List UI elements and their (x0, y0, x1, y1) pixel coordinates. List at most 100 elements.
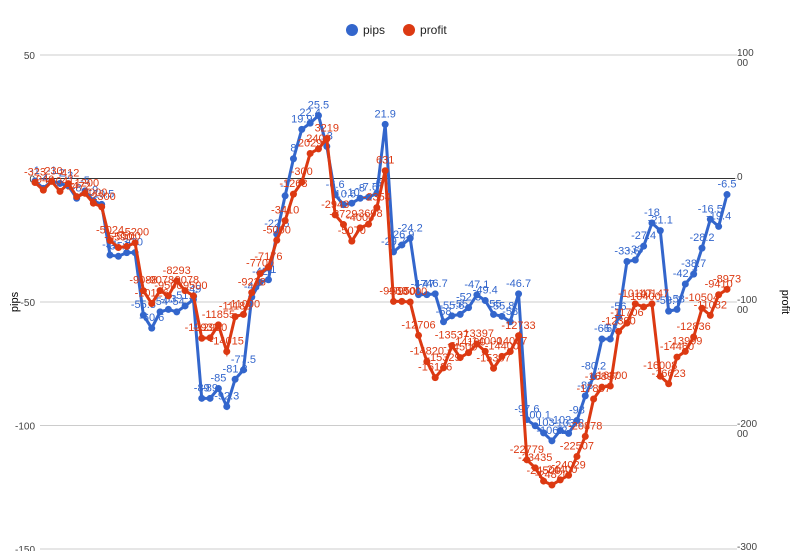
data-point (398, 297, 406, 305)
data-point (465, 349, 473, 357)
data-point (456, 310, 464, 318)
y2-tick-label: -20000 (737, 418, 758, 440)
data-label: -2000 (79, 187, 107, 199)
data-point (223, 402, 231, 410)
data-label: -5000 (263, 224, 291, 236)
data-point (139, 287, 147, 295)
data-point (415, 331, 423, 339)
data-point (123, 242, 131, 250)
data-point (506, 318, 514, 326)
legend-label: pips (363, 23, 385, 37)
y2-axis-label: profit (779, 290, 791, 314)
data-point (490, 310, 498, 318)
data-label: -58 (436, 306, 452, 318)
data-point (531, 422, 539, 430)
data-point (139, 311, 147, 319)
data-point (448, 342, 456, 350)
data-point (648, 219, 656, 227)
data-point (706, 215, 714, 223)
data-point (131, 239, 139, 247)
data-point (423, 358, 431, 366)
data-point (631, 256, 639, 264)
data-label: -14820 (410, 346, 444, 358)
data-point (406, 234, 414, 242)
data-point (640, 303, 648, 311)
data-label: -9088 (129, 275, 157, 287)
data-point (206, 334, 214, 342)
data-point (565, 471, 573, 479)
data-point (465, 304, 473, 312)
data-label: -98 (569, 405, 585, 417)
data-label: -80.2 (581, 361, 606, 373)
data-label: -60.6 (139, 312, 164, 324)
data-label: -2943 (321, 199, 349, 211)
data-point (415, 291, 423, 299)
data-point (356, 194, 364, 202)
data-label: -10.5 (89, 188, 114, 200)
data-label: -323 (24, 166, 46, 178)
data-point (615, 328, 623, 336)
data-point (73, 193, 81, 201)
data-point (723, 191, 731, 199)
data-label: -11182 (219, 301, 252, 313)
data-point (556, 476, 564, 484)
data-point (364, 193, 372, 201)
data-point (448, 312, 456, 320)
data-point (231, 375, 239, 383)
data-label: -2300 (88, 191, 116, 203)
data-label: -89 (194, 382, 210, 394)
data-label: 631 (376, 155, 394, 167)
data-label: -33.6 (614, 245, 639, 257)
data-point (548, 481, 556, 489)
data-point (314, 112, 322, 120)
data-label: -88 (577, 380, 593, 392)
data-label: -55 (486, 298, 502, 310)
data-point (540, 429, 548, 437)
data-point (214, 384, 222, 392)
data-label: -412 (57, 168, 79, 180)
data-label: 21.9 (374, 108, 395, 120)
data-label: -47.1 (464, 279, 489, 291)
data-label: -1472 (63, 181, 91, 193)
data-point (523, 456, 531, 464)
data-point (715, 222, 723, 230)
data-point (631, 300, 639, 308)
y2-tick-label: 0 (737, 171, 743, 183)
data-point (515, 332, 523, 340)
data-label: -300 (291, 166, 313, 178)
data-label: -5200 (121, 227, 149, 239)
data-point (381, 120, 389, 128)
data-point (114, 244, 122, 252)
data-point (339, 201, 347, 209)
data-label: -27.4 (631, 230, 656, 242)
data-point (506, 347, 514, 355)
data-point (298, 125, 306, 133)
data-label: -21.1 (648, 215, 673, 227)
data-point (548, 437, 556, 445)
data-label: -58 (502, 306, 518, 318)
legend-marker (346, 24, 358, 36)
data-point (56, 179, 64, 187)
data-label: -10400 (626, 291, 660, 303)
data-label: -10504 (685, 292, 719, 304)
data-point (39, 186, 47, 194)
data-label: -4 (38, 172, 48, 184)
data-label: -19.4 (706, 210, 731, 222)
data-point (314, 145, 322, 153)
data-point (606, 335, 614, 343)
data-label: -10147 (635, 288, 669, 300)
data-label: -3698 (354, 208, 382, 220)
y2-tick-label: -30000 (737, 542, 758, 551)
data-label: 25.5 (308, 100, 329, 112)
data-label: -3410 (271, 205, 299, 217)
data-point (615, 313, 623, 321)
data-label: -12706 (401, 319, 435, 331)
data-point (648, 300, 656, 308)
data-point (348, 199, 356, 207)
data-point (498, 352, 506, 360)
data-label: -10147 (618, 288, 652, 300)
data-point (364, 220, 372, 228)
data-label: -8973 (713, 273, 741, 285)
data-point (590, 395, 598, 403)
data-point (189, 292, 197, 300)
